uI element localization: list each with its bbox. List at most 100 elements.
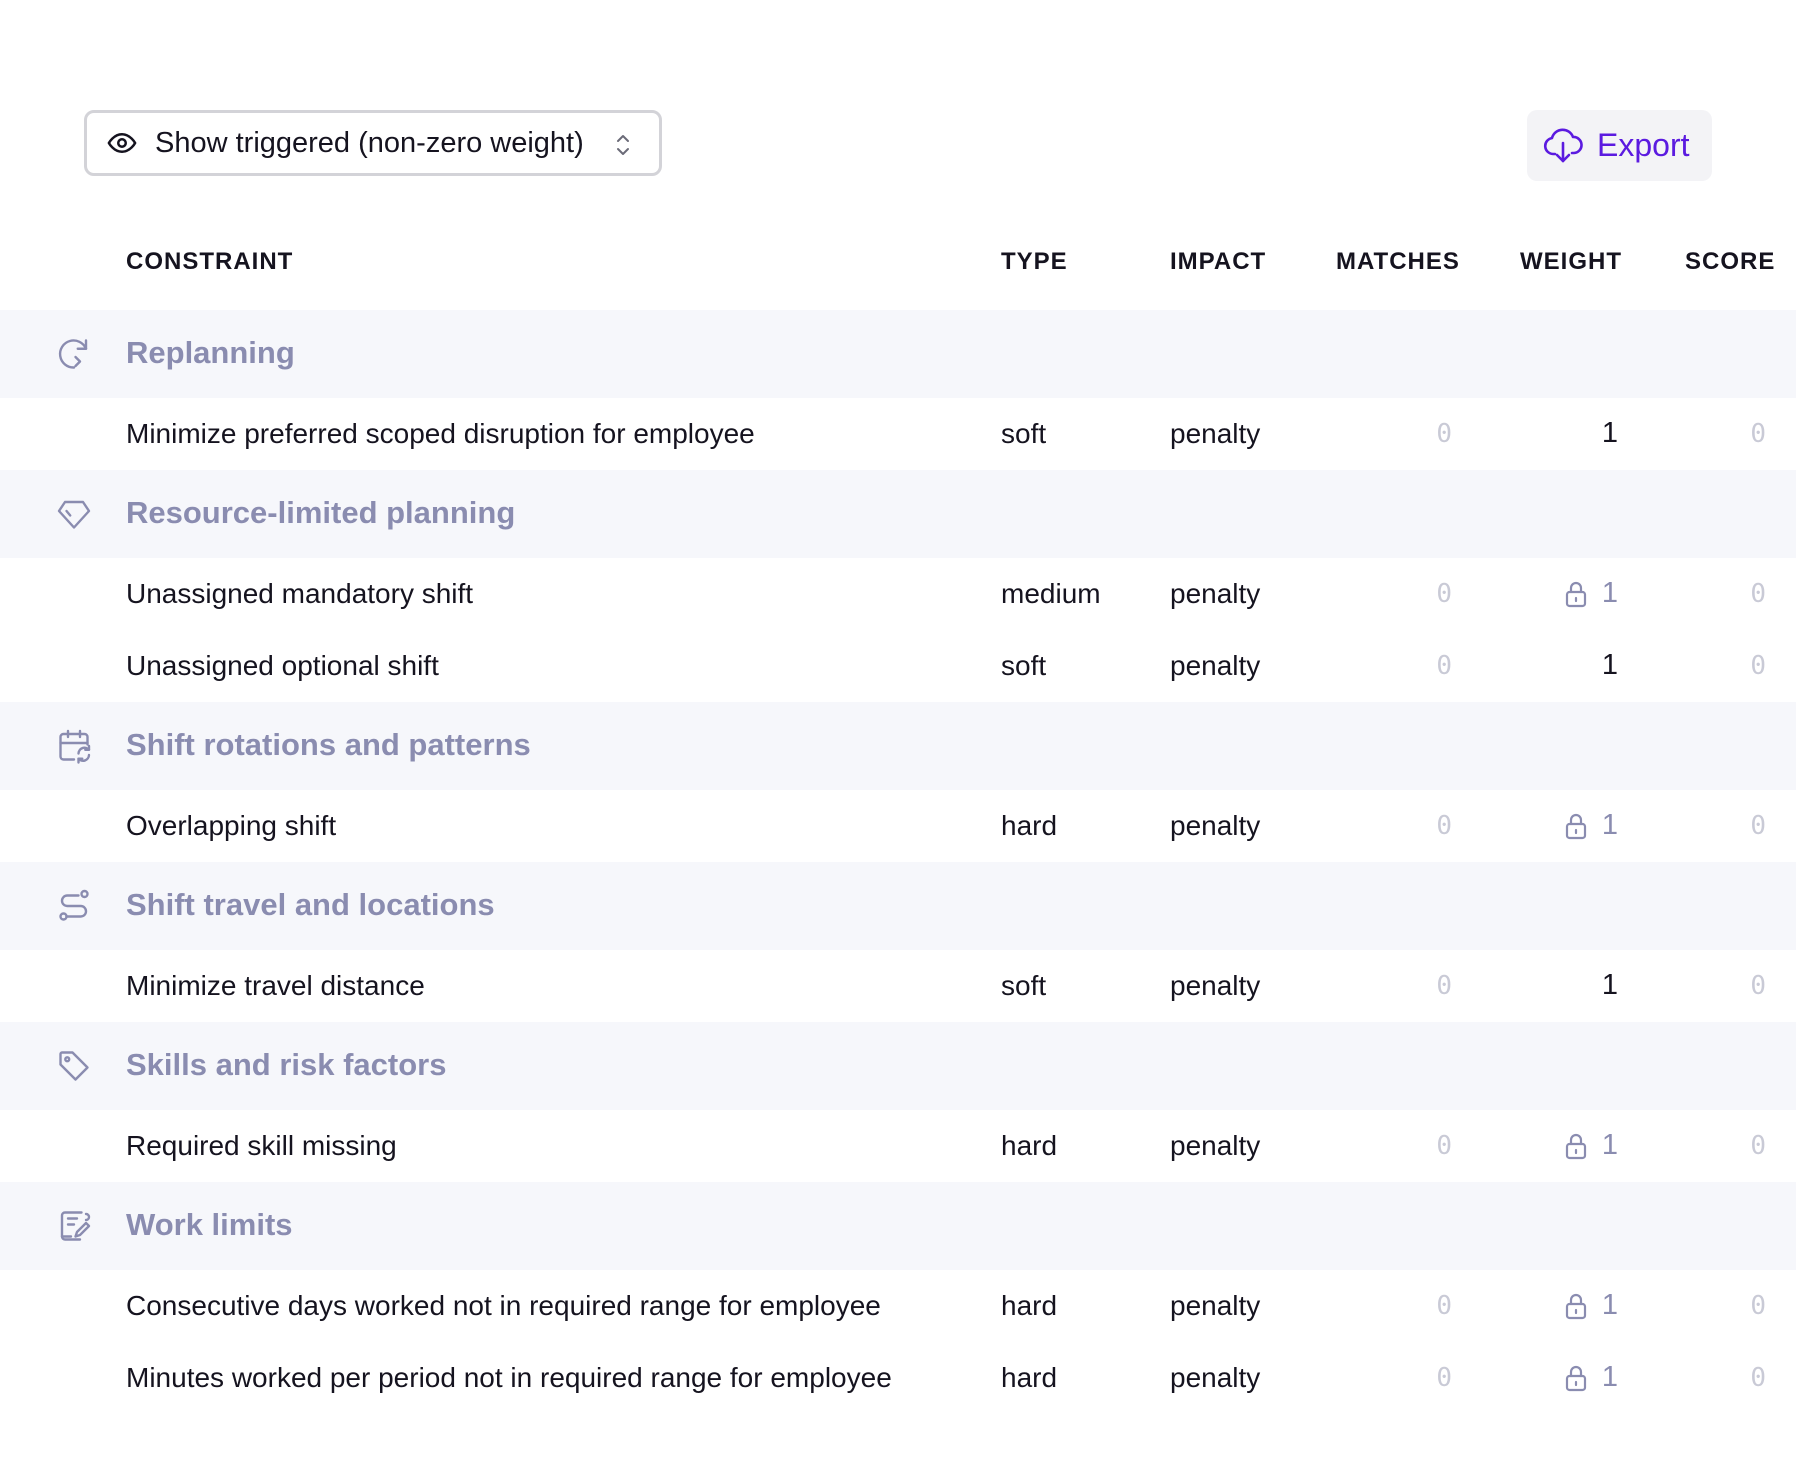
export-button[interactable]: Export	[1527, 110, 1712, 181]
calendar-rotate-icon	[56, 728, 92, 764]
weight-value: 1	[1601, 1361, 1618, 1393]
route-icon	[56, 888, 92, 924]
lock-icon	[1564, 1364, 1588, 1392]
lock-icon	[1564, 1132, 1588, 1160]
weight-cell[interactable]: 1	[1498, 649, 1618, 682]
weight-value: 1	[1601, 577, 1618, 609]
table-row[interactable]: Minutes worked per period not in require…	[0, 1342, 1796, 1414]
constraint-name: Minutes worked per period not in require…	[126, 1362, 892, 1393]
matches-value: 0	[1436, 1131, 1452, 1161]
column-header-weight[interactable]: WEIGHT	[1520, 248, 1622, 275]
column-header-score[interactable]: SCORE	[1685, 248, 1776, 275]
constraint-name: Unassigned optional shift	[126, 650, 439, 681]
weight-value: 1	[1601, 649, 1618, 681]
constraint-name: Minimize preferred scoped disruption for…	[126, 418, 755, 449]
group-header-row[interactable]: Shift rotations and patterns	[0, 702, 1796, 790]
lock-icon	[1564, 580, 1588, 608]
eye-icon	[107, 128, 137, 158]
table-row[interactable]: Required skill missing hard penalty 0 1 0	[0, 1110, 1796, 1182]
weight-cell[interactable]: 1	[1498, 809, 1618, 842]
weight-value: 1	[1601, 1289, 1618, 1321]
group-title: Resource-limited planning	[126, 495, 516, 530]
table-row[interactable]: Minimize preferred scoped disruption for…	[0, 398, 1796, 470]
matches-value: 0	[1436, 1363, 1452, 1393]
constraint-impact: penalty	[1170, 578, 1261, 609]
weight-value: 1	[1601, 417, 1618, 449]
score-value: 0	[1750, 579, 1766, 609]
constraint-name: Overlapping shift	[126, 810, 337, 841]
diamond-icon	[56, 496, 92, 532]
score-value: 0	[1750, 971, 1766, 1001]
tag-icon	[56, 1048, 92, 1084]
constraint-type: hard	[1001, 1290, 1058, 1321]
table-row[interactable]: Overlapping shift hard penalty 0 1 0	[0, 790, 1796, 862]
constraint-impact: penalty	[1170, 970, 1261, 1001]
group-title: Work limits	[126, 1207, 293, 1242]
cloud-download-icon	[1543, 128, 1583, 164]
weight-value: 1	[1601, 969, 1618, 1001]
constraint-name: Consecutive days worked not in required …	[126, 1290, 881, 1321]
matches-value: 0	[1436, 651, 1452, 681]
matches-value: 0	[1436, 1291, 1452, 1321]
constraint-type: hard	[1001, 1130, 1058, 1161]
table-header: CONSTRAINT TYPE IMPACT MATCHES WEIGHT SC…	[0, 230, 1796, 310]
filter-select-label: Show triggered (non-zero weight)	[155, 126, 584, 159]
lock-icon	[1564, 1292, 1588, 1320]
lock-icon	[1564, 812, 1588, 840]
constraint-name: Unassigned mandatory shift	[126, 578, 474, 609]
filter-select[interactable]: Show triggered (non-zero weight)	[84, 110, 662, 176]
table-row[interactable]: Consecutive days worked not in required …	[0, 1270, 1796, 1342]
group-header-row[interactable]: Resource-limited planning	[0, 470, 1796, 558]
weight-cell[interactable]: 1	[1498, 1289, 1618, 1322]
column-header-constraint[interactable]: CONSTRAINT	[126, 248, 294, 275]
constraint-impact: penalty	[1170, 418, 1261, 449]
score-value: 0	[1750, 811, 1766, 841]
constraint-name: Minimize travel distance	[126, 970, 425, 1001]
group-title: Shift travel and locations	[126, 887, 495, 922]
toolbar: Show triggered (non-zero weight) Export	[0, 0, 1796, 200]
constraint-impact: penalty	[1170, 810, 1261, 841]
contract-icon	[56, 1208, 92, 1244]
constraint-impact: penalty	[1170, 1362, 1261, 1393]
export-label: Export	[1597, 127, 1690, 163]
weight-cell[interactable]: 1	[1498, 1361, 1618, 1394]
constraint-name: Required skill missing	[126, 1130, 397, 1161]
table-row[interactable]: Unassigned mandatory shift medium penalty 0…	[0, 558, 1796, 630]
weight-value: 1	[1601, 1129, 1618, 1161]
constraint-type: soft	[1001, 418, 1047, 449]
weight-cell[interactable]: 1	[1498, 969, 1618, 1002]
constraint-type: soft	[1001, 970, 1047, 1001]
score-value: 0	[1750, 1363, 1766, 1393]
score-value: 0	[1750, 1131, 1766, 1161]
table-row[interactable]: Minimize travel distance soft penalty 0 1 0	[0, 950, 1796, 1022]
constraint-type: hard	[1001, 810, 1058, 841]
group-title: Shift rotations and patterns	[126, 727, 531, 762]
weight-value: 1	[1601, 809, 1618, 841]
column-header-impact[interactable]: IMPACT	[1170, 248, 1267, 275]
constraint-impact: penalty	[1170, 1130, 1261, 1161]
score-value: 0	[1750, 1291, 1766, 1321]
replan-icon	[56, 336, 92, 372]
weight-cell[interactable]: 1	[1498, 417, 1618, 450]
constraint-type: medium	[1001, 578, 1101, 609]
constraint-type: hard	[1001, 1362, 1058, 1393]
group-title: Replanning	[126, 335, 295, 370]
weight-cell[interactable]: 1	[1498, 1129, 1618, 1162]
table-row[interactable]: Unassigned optional shift soft penalty 0 1 0	[0, 630, 1796, 702]
column-header-matches[interactable]: MATCHES	[1336, 248, 1460, 275]
chevron-up-down-icon	[613, 131, 633, 159]
matches-value: 0	[1436, 971, 1452, 1001]
weight-cell[interactable]: 1	[1498, 577, 1618, 610]
score-value: 0	[1750, 651, 1766, 681]
constraint-impact: penalty	[1170, 1290, 1261, 1321]
group-header-row[interactable]: Replanning	[0, 310, 1796, 398]
group-header-row[interactable]: Work limits	[0, 1182, 1796, 1270]
constraint-type: soft	[1001, 650, 1047, 681]
score-value: 0	[1750, 419, 1766, 449]
column-header-type[interactable]: TYPE	[1001, 248, 1068, 275]
group-header-row[interactable]: Skills and risk factors	[0, 1022, 1796, 1110]
constraint-impact: penalty	[1170, 650, 1261, 681]
group-header-row[interactable]: Shift travel and locations	[0, 862, 1796, 950]
matches-value: 0	[1436, 811, 1452, 841]
group-title: Skills and risk factors	[126, 1047, 447, 1082]
